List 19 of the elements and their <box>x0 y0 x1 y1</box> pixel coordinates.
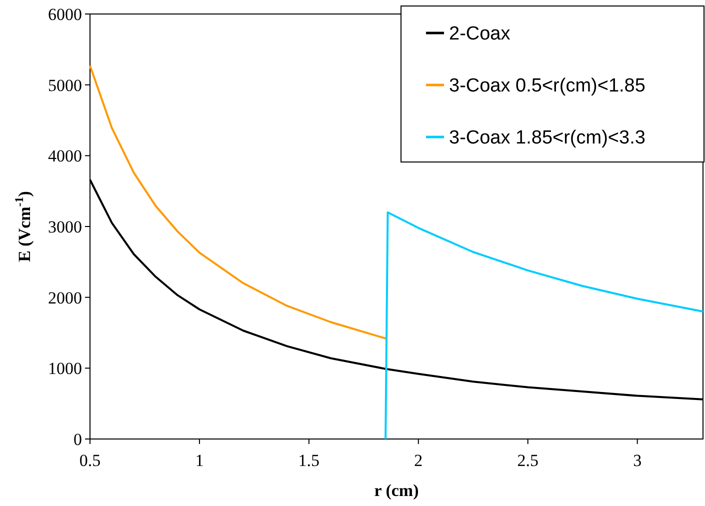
legend-label: 2-Coax <box>449 24 511 45</box>
x-tick-label: 3 <box>633 451 642 470</box>
y-tick-label: 4000 <box>48 146 82 166</box>
x-tick-label: 2.5 <box>517 451 538 470</box>
line-series <box>89 64 387 340</box>
y-tick-label: 1000 <box>48 359 82 378</box>
legend-label: 3-Coax 0.5<r(cm)<1.85 <box>449 76 646 97</box>
line-series <box>384 211 704 440</box>
x-axis-title: r (cm) <box>374 481 419 500</box>
legend-label: 3-Coax 1.85<r(cm)<3.3 <box>449 128 646 149</box>
y-tick-label: 0 <box>74 430 82 449</box>
x-tick-label: 0.5 <box>79 451 101 470</box>
x-tick-label: 1 <box>195 451 204 470</box>
y-tick-label: 3000 <box>48 217 82 236</box>
y-tick-label: 6000 <box>48 4 82 24</box>
y-tick-label: 5000 <box>48 76 82 95</box>
y-tick-label: 2000 <box>48 288 82 308</box>
x-tick-label: 1.5 <box>298 451 320 470</box>
x-tick-label: 2 <box>414 451 423 470</box>
